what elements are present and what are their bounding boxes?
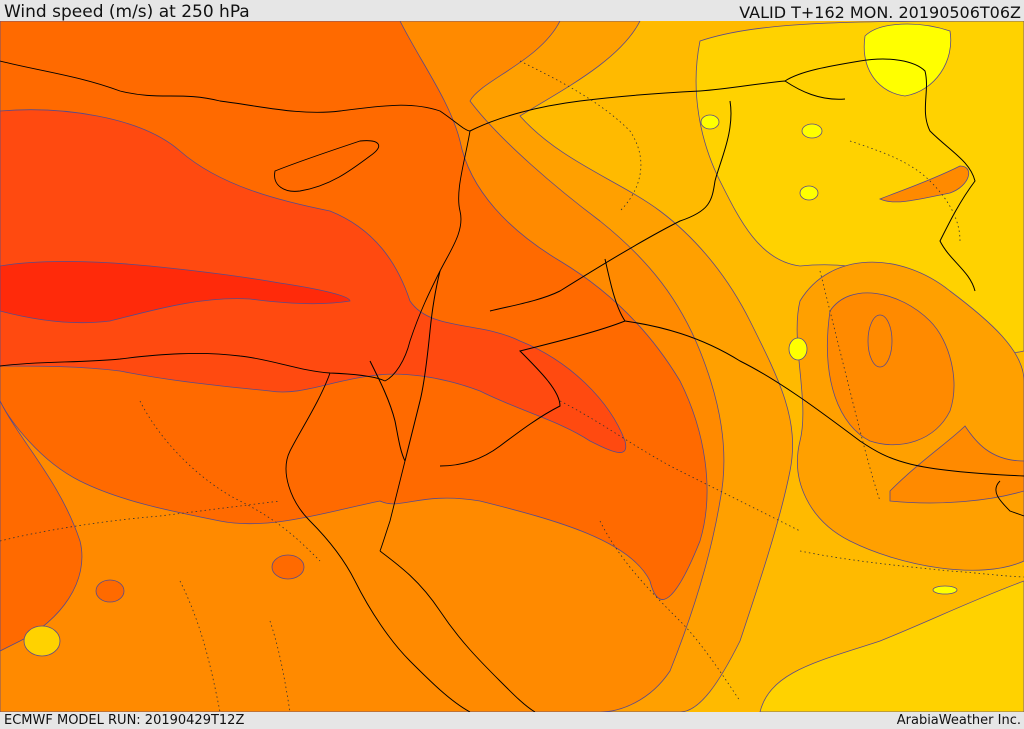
shade-very-high xyxy=(0,109,627,453)
coastlines xyxy=(0,60,1024,712)
shade-blob xyxy=(799,185,819,201)
wind-speed-map[interactable] xyxy=(0,21,1024,712)
red-sea-west xyxy=(354,580,471,712)
border-turkey-syria xyxy=(469,80,846,132)
shade-blob xyxy=(23,625,61,657)
dotted-boundary xyxy=(269,620,291,712)
border-saudi-iraq xyxy=(624,320,1024,477)
shade-blob xyxy=(95,579,125,603)
border-iraq-iran xyxy=(784,58,976,292)
map-canvas xyxy=(0,21,1024,712)
border-jordan-saudi xyxy=(439,258,626,467)
dotted-boundary xyxy=(799,550,1024,578)
shade-blob xyxy=(878,165,970,203)
levant-coast xyxy=(384,130,471,382)
shade-low-southeast xyxy=(759,580,1024,712)
shade-blob xyxy=(889,425,1024,504)
shade-blob xyxy=(801,123,823,139)
dotted-boundary xyxy=(519,60,642,212)
gulf-of-aqaba xyxy=(379,460,406,552)
cyprus xyxy=(274,140,380,192)
internal-boundaries xyxy=(0,60,1024,712)
shade-medium-high-east xyxy=(827,292,955,446)
borders xyxy=(369,58,1024,477)
border-egypt-israel xyxy=(369,360,406,462)
shade-minimum-northeast xyxy=(863,23,952,97)
egypt-north-coast xyxy=(0,352,386,382)
shade-blob xyxy=(932,585,958,595)
shade-jet-core xyxy=(0,261,351,324)
map-title: Wind speed (m/s) at 250 hPa xyxy=(4,2,250,22)
dotted-boundary xyxy=(599,520,741,702)
shade-blob xyxy=(700,114,720,130)
shade-blob xyxy=(271,554,305,580)
shade-blob xyxy=(867,314,893,368)
dotted-boundary xyxy=(819,270,881,502)
valid-time: VALID T+162 MON. 20190506T06Z xyxy=(739,3,1021,22)
persian-gulf xyxy=(995,480,1024,517)
turkey-coast xyxy=(0,60,471,132)
shade-blob xyxy=(788,337,808,361)
credit-label: ArabiaWeather Inc. xyxy=(896,713,1021,728)
shade-high-southwest xyxy=(0,400,83,652)
dotted-boundary xyxy=(849,140,961,242)
header-bar: Wind speed (m/s) at 250 hPa VALID T+162 … xyxy=(0,0,1024,22)
red-sea-east xyxy=(379,550,536,712)
model-run-label: ECMWF MODEL RUN: 20190429T12Z xyxy=(4,713,245,728)
border-syria-iraq xyxy=(489,100,732,312)
gulf-of-suez xyxy=(285,372,356,582)
dotted-boundary xyxy=(179,580,221,712)
border-israel-jordan xyxy=(404,270,441,462)
footer-bar: ECMWF MODEL RUN: 20190429T12Z ArabiaWeat… xyxy=(0,712,1024,729)
